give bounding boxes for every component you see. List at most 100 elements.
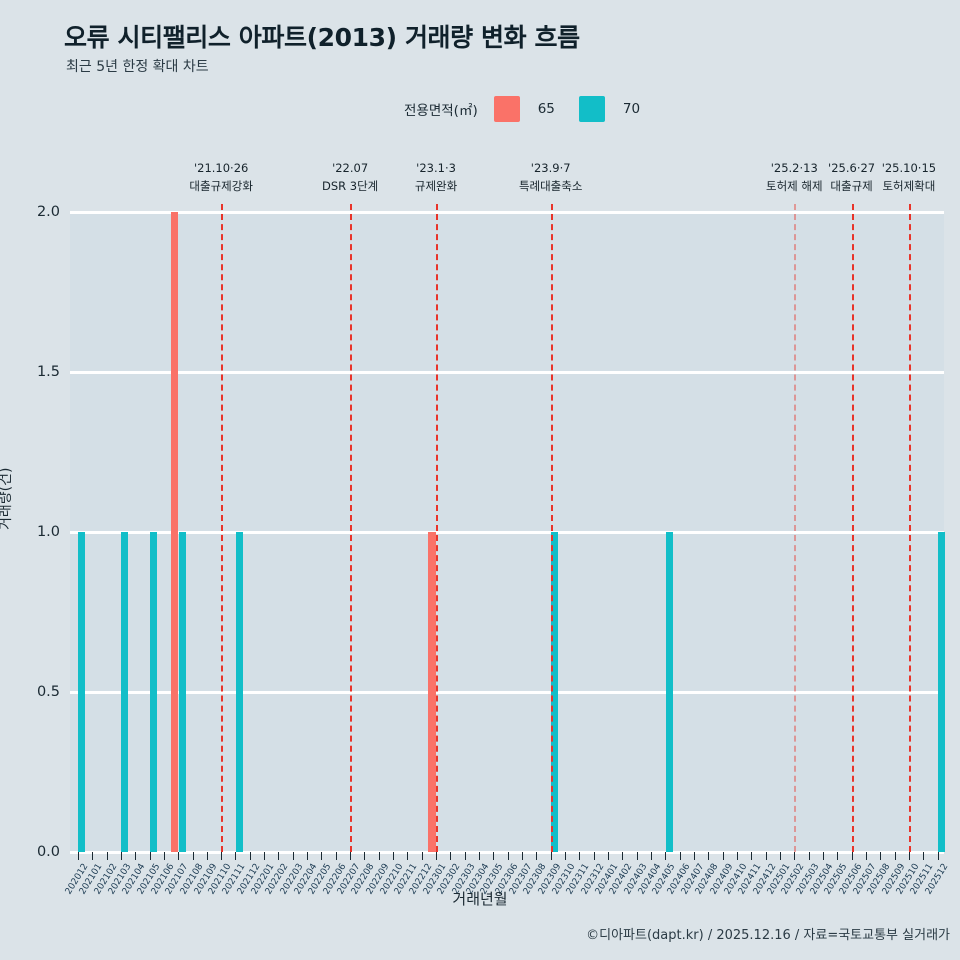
x-tick [421, 852, 423, 860]
x-tick [221, 852, 223, 860]
event-label-202502: '25.2·13 토허제 해제 [766, 160, 823, 196]
bar-70-202512[interactable] [937, 532, 946, 852]
x-tick [650, 852, 652, 860]
x-tick [249, 852, 251, 860]
bar-65-202301[interactable] [428, 532, 436, 852]
y-tick-label: 0.0 [36, 844, 60, 860]
event-text: 토허제 해제 [765, 178, 823, 193]
event-date: '25.2·13 [770, 161, 818, 175]
bar-70-202105[interactable] [149, 532, 158, 852]
footer-credit: ©디아파트(dapt.kr) / 2025.12.16 / 자료=국토교통부 실… [586, 928, 950, 943]
bar-70-202405[interactable] [665, 532, 673, 852]
x-tick [579, 852, 581, 860]
gridline [70, 690, 944, 694]
x-tick [636, 852, 638, 860]
x-tick [593, 852, 595, 860]
x-tick [522, 852, 524, 860]
x-tick [106, 852, 108, 860]
x-tick [937, 852, 939, 860]
x-tick [708, 852, 710, 860]
x-tick [550, 852, 552, 860]
event-text: 특례대출축소 [518, 178, 583, 193]
x-tick [565, 852, 567, 860]
x-tick [923, 852, 925, 860]
event-line-202506 [851, 204, 854, 852]
x-tick [163, 852, 165, 860]
x-tick [837, 852, 839, 860]
x-tick [722, 852, 724, 860]
event-date: '25.6·27 [828, 161, 876, 175]
x-tick [364, 852, 366, 860]
event-date: '23.9·7 [530, 161, 571, 175]
legend-swatch-65 [493, 96, 520, 122]
gridline [70, 850, 944, 854]
event-text: 토허제확대 [882, 178, 936, 193]
event-line-202309 [550, 204, 553, 852]
event-line-202110 [221, 204, 224, 852]
x-tick [92, 852, 94, 860]
x-tick [765, 852, 767, 860]
x-tick [307, 852, 309, 860]
x-tick [278, 852, 280, 860]
x-tick [321, 852, 323, 860]
gridline [70, 370, 944, 374]
x-tick [736, 852, 738, 860]
bar-70-202111[interactable] [235, 532, 244, 852]
x-tick [608, 852, 609, 860]
legend-label-65: 65 [537, 101, 555, 117]
x-tick [536, 852, 538, 860]
legend-title: 전용면적(㎡) [404, 103, 478, 119]
page-title: 오류 시티팰리스 아파트(2013) 거래량 변화 흐름 [64, 23, 580, 52]
event-label-202207: '22.07 DSR 3단계 [322, 160, 378, 196]
x-tick [751, 852, 753, 860]
x-tick [407, 852, 409, 860]
x-tick [436, 852, 438, 860]
legend-swatch-70 [578, 96, 605, 122]
x-tick [264, 852, 266, 860]
x-tick [779, 852, 781, 860]
plot-area: 0.0 0.5 1.0 1.5 2.0 202012 202101 202102 202103… [37, 204, 950, 896]
y-tick-label: 0.5 [36, 684, 60, 700]
x-tick [794, 852, 796, 860]
event-line-202207 [350, 204, 353, 852]
page-subtitle: 최근 5년 한정 확대 차트 [66, 59, 209, 75]
bar-70-202103[interactable] [121, 532, 129, 852]
bar-65-202107[interactable] [170, 212, 178, 852]
event-date: '21.10·26 [193, 161, 249, 175]
y-tick-label: 2.0 [36, 204, 60, 220]
y-tick-label: 1.5 [36, 364, 60, 380]
x-tick [350, 852, 352, 860]
x-tick [822, 852, 824, 860]
x-tick [292, 852, 294, 860]
event-text: 대출규제강화 [189, 178, 253, 193]
x-tick [622, 852, 624, 860]
y-axis-title: 거래량(건) [0, 467, 14, 530]
x-tick [450, 852, 452, 860]
x-tick [135, 852, 137, 860]
bar-70-202107[interactable] [178, 532, 186, 852]
x-tick [693, 852, 695, 860]
x-tick [507, 852, 509, 860]
x-tick [378, 852, 380, 860]
x-tick [192, 852, 194, 860]
x-tick [149, 852, 151, 860]
event-line-202510 [908, 204, 911, 852]
x-tick [120, 852, 122, 860]
x-tick [865, 852, 867, 860]
bar-70-202309[interactable] [551, 532, 559, 852]
legend: 전용면적(㎡) 65 70 [404, 96, 654, 122]
x-tick [679, 852, 681, 860]
x-tick [880, 852, 882, 860]
x-tick [393, 852, 395, 860]
gridline [70, 530, 944, 534]
x-tick [464, 852, 466, 860]
x-tick [479, 852, 481, 860]
event-date: '22.07 [332, 161, 369, 175]
bar-70-202012[interactable] [78, 532, 86, 852]
event-text: DSR 3단계 [321, 178, 379, 193]
x-axis-title: 거래년월 [452, 890, 508, 908]
x-tick [808, 852, 810, 860]
gridline [70, 210, 944, 214]
event-label-202309: '23.9·7 특례대출축소 [519, 160, 582, 196]
